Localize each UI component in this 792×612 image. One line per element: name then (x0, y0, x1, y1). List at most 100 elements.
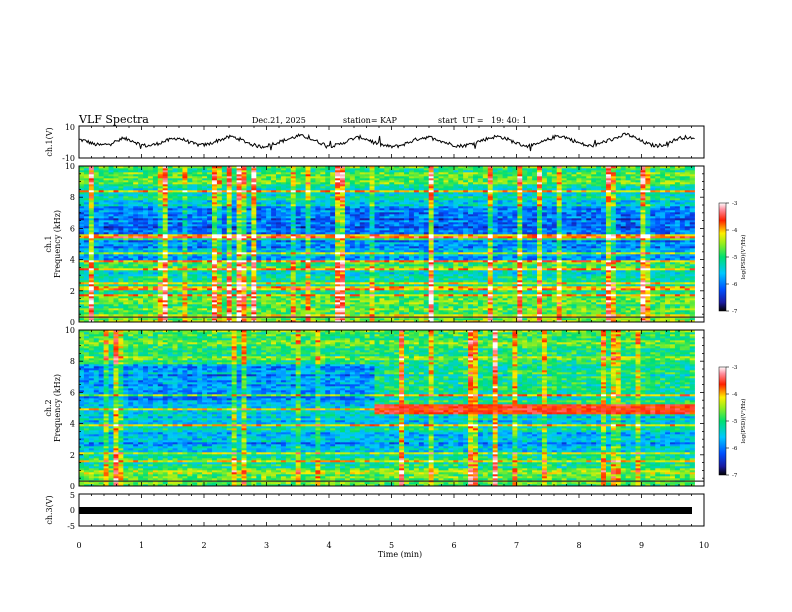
spectrogram-cell (527, 288, 533, 291)
spectrogram-cell (128, 246, 134, 249)
spectrogram-cell (477, 310, 484, 313)
spectrogram-cell (630, 282, 636, 285)
spectrogram-cell (630, 264, 636, 267)
spectrogram-cell (591, 282, 597, 285)
spectrogram-cell (487, 248, 493, 251)
spectrogram-cell (423, 312, 429, 315)
spectrogram-cell (660, 258, 666, 261)
spectrogram-cell (591, 302, 597, 305)
spectrogram-cell (364, 254, 370, 257)
spectrogram-cell (546, 252, 553, 255)
spectrogram-cell (453, 250, 459, 253)
spectrogram-cell (566, 256, 572, 259)
spectrogram-cell (79, 298, 85, 301)
spectrogram-cell (605, 300, 612, 303)
spectrogram-cell (349, 272, 356, 275)
spectrogram-cell (305, 310, 311, 313)
spectrogram-cell (276, 292, 282, 295)
spectrogram-cell (418, 282, 425, 285)
spectrogram-cell (522, 258, 528, 261)
spectrogram-cell (684, 244, 690, 247)
spectrogram-cell (605, 296, 612, 299)
spectrogram-cell (88, 280, 95, 283)
spectrogram-cell (231, 308, 237, 311)
spectrogram-cell (236, 294, 242, 297)
spectrogram-cell (310, 314, 316, 317)
spectrogram-cell (497, 256, 503, 259)
spectrogram-cell (83, 308, 90, 311)
spectrogram-cell (468, 296, 474, 299)
spectrogram-cell (473, 256, 479, 259)
spectrogram-cell (561, 272, 567, 275)
spectrogram-cell (177, 266, 183, 269)
spectrogram-cell (197, 256, 203, 259)
spectrogram-cell (541, 268, 548, 271)
spectrogram-cell (665, 302, 671, 305)
spectrogram-cell (487, 312, 493, 315)
spectrogram-cell (571, 276, 577, 279)
spectrogram-cell (310, 304, 316, 307)
spectrogram-cell (394, 260, 400, 263)
spectrogram-cell (261, 274, 267, 277)
spectrogram-cell (394, 296, 400, 299)
spectrogram-cell (433, 250, 439, 253)
spectrogram-cell (679, 318, 686, 321)
spectrogram-cell (152, 254, 159, 257)
spectrogram-cell (561, 314, 567, 317)
spectrogram-cell (251, 306, 257, 309)
spectrogram-cell (487, 280, 493, 283)
spectrogram-cell (108, 278, 114, 281)
spectrogram-cell (571, 306, 577, 309)
spectrogram-cell (670, 292, 676, 295)
spectrogram-cell (684, 250, 690, 253)
spectrogram-cell (359, 314, 365, 317)
spectrogram-cell (83, 318, 90, 321)
spectrogram-cell (98, 314, 104, 317)
spectrogram-cell (477, 308, 484, 311)
spectrogram-cell (517, 244, 523, 247)
spectrogram-cell (566, 304, 572, 307)
spectrogram-cell (566, 300, 572, 303)
spectrogram-cell (541, 302, 548, 305)
spectrogram-cell (404, 282, 410, 285)
spectrogram-cell (202, 252, 208, 255)
spectrogram-cell (620, 274, 626, 277)
spectrogram-cell (251, 312, 257, 315)
spectrogram-cell (477, 254, 484, 257)
spectrogram-cell (231, 258, 237, 261)
spectrogram-cell (512, 280, 518, 283)
spectrogram-cell (625, 284, 631, 287)
spectrogram-cell (399, 272, 405, 275)
spectrogram-cell (182, 268, 188, 271)
spectrogram-cell (679, 282, 686, 285)
spectrogram-cell (354, 306, 361, 309)
spectrogram-cell (133, 264, 139, 267)
spectrogram-cell (344, 286, 351, 289)
spectrogram-cell (551, 284, 558, 287)
spectrogram-cell (182, 288, 188, 291)
spectrogram-cell (689, 278, 695, 281)
spectrogram-cell (630, 306, 636, 309)
spectrogram-cell (423, 290, 429, 293)
spectrogram-cell (187, 314, 193, 317)
spectrogram-cell (477, 266, 484, 269)
spectrogram-cell (408, 250, 415, 253)
spectrogram-cell (458, 312, 464, 315)
spectrogram-cell (581, 274, 587, 277)
spectrogram-cell (571, 268, 577, 271)
spectrogram-cell (241, 256, 247, 259)
spectrogram-cell (88, 286, 95, 289)
spectrogram-cell (143, 302, 149, 305)
spectrogram-cell (665, 294, 671, 297)
spectrogram-cell (305, 312, 311, 315)
spectrogram-cell (241, 320, 247, 322)
spectrogram-cell (330, 288, 336, 291)
spectrogram-cell (463, 262, 469, 265)
spectrogram-cell (581, 280, 587, 283)
spectrogram-cell (147, 304, 154, 307)
spectrogram-cell (468, 290, 474, 293)
spectrogram-cell (670, 302, 676, 305)
spectrogram-cell (689, 274, 695, 277)
spectrogram-cell (605, 302, 612, 305)
spectrogram-cell (98, 302, 104, 305)
